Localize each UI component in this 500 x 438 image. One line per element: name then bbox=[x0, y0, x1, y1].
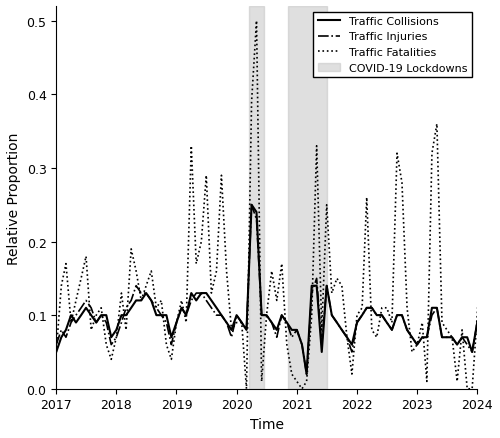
X-axis label: Time: Time bbox=[250, 417, 284, 431]
Bar bbox=[288, 7, 327, 389]
Bar bbox=[249, 7, 264, 389]
Y-axis label: Relative Proportion: Relative Proportion bbox=[7, 132, 21, 264]
Legend: Traffic Collisions, Traffic Injuries, Traffic Fatalities, COVID-19 Lockdowns: Traffic Collisions, Traffic Injuries, Tr… bbox=[313, 12, 472, 78]
